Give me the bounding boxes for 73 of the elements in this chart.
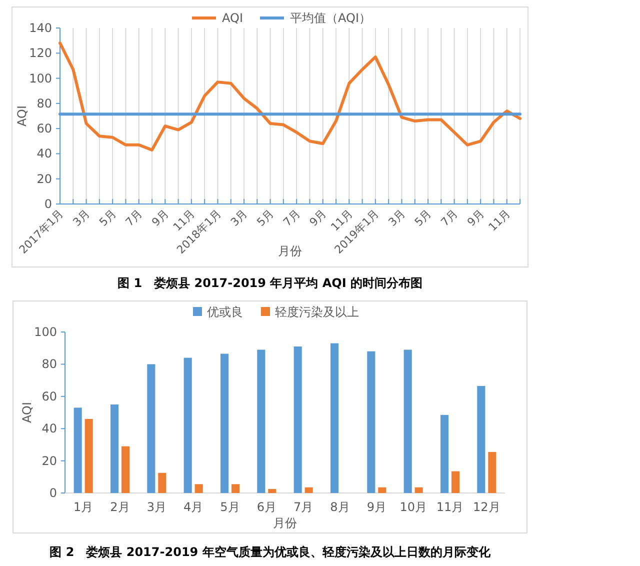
- y-tick-label: 0: [44, 197, 52, 211]
- bar: [378, 487, 386, 493]
- text: 图 1 娄烦县 2017-2019 年月平均 AQI 的时间分布图: [118, 276, 422, 290]
- x-tick-label: 5月: [254, 206, 276, 229]
- bar: [158, 472, 166, 493]
- x-tick-label: 5月: [96, 206, 119, 229]
- y-tick-label: 80: [42, 357, 57, 372]
- y-tick-label: 100: [34, 325, 57, 339]
- bar: [121, 446, 130, 493]
- x-axis-title: 月份: [278, 244, 302, 258]
- legend-label: 优或良: [207, 305, 243, 319]
- x-tick-label: 9月: [149, 206, 172, 229]
- y-tick-label: 0: [49, 486, 57, 500]
- bar: [268, 488, 276, 493]
- x-tick-label: 12月: [473, 500, 500, 514]
- x-tick-label: 7月: [280, 206, 303, 229]
- legend-label: 平均值（AQI）: [290, 11, 371, 25]
- x-tick-label: 7月: [294, 500, 314, 514]
- bar: [414, 487, 423, 493]
- bar: [147, 364, 156, 493]
- x-tick-label: 3月: [70, 206, 92, 229]
- bar: [231, 484, 240, 493]
- bar: [488, 452, 496, 493]
- y-tick-label: 80: [36, 96, 52, 110]
- legend-label: 轻度污染及以上: [275, 305, 359, 319]
- x-tick-label: 7月: [123, 206, 145, 229]
- bar: [220, 354, 229, 493]
- x-tick-label: 3月: [146, 500, 166, 514]
- text: 图 2 娄烦县 2017-2019 年空气质量为优或良、轻度污染及以上日数的月际变化: [50, 545, 492, 559]
- bar: [477, 386, 486, 493]
- bar: [74, 408, 82, 493]
- y-tick-label: 20: [36, 172, 52, 186]
- bar: [110, 404, 119, 493]
- bar: [304, 487, 313, 493]
- x-tick-label: 6月: [256, 500, 276, 514]
- y-tick-label: 40: [36, 146, 52, 161]
- bar: [194, 484, 203, 493]
- bar: [84, 418, 93, 493]
- x-tick-label: 2月: [110, 500, 130, 514]
- line-series: [58, 42, 522, 152]
- y-tick-label: 120: [29, 46, 52, 60]
- bar: [184, 358, 192, 493]
- x-tick-label: 1月: [74, 500, 94, 514]
- x-tick-label: 9月: [307, 206, 329, 229]
- y-tick-label: 100: [29, 71, 52, 86]
- x-tick-label: 7月: [438, 206, 460, 229]
- bar: [330, 343, 339, 493]
- y-tick-label: 140: [29, 21, 52, 35]
- x-tick-label: 10月: [400, 500, 427, 514]
- x-tick-label: 11月: [436, 500, 464, 514]
- bar: [257, 350, 266, 493]
- x-tick-label: 5月: [412, 206, 434, 229]
- bar: [367, 351, 376, 493]
- x-tick-label: 9月: [464, 206, 487, 229]
- x-tick-label: 9月: [366, 500, 386, 514]
- y-tick-label: 20: [42, 454, 57, 468]
- x-tick-label: 4月: [184, 500, 204, 514]
- y-tick-label: 60: [42, 389, 57, 404]
- legend-label: AQI: [222, 11, 243, 25]
- x-tick-label: 3月: [228, 206, 250, 229]
- y-axis-title: AQI: [20, 402, 34, 423]
- x-tick-label: 11月: [486, 206, 513, 234]
- x-tick-label: 8月: [330, 500, 350, 514]
- bar: [451, 471, 460, 493]
- y-tick-label: 60: [36, 122, 52, 136]
- y-axis-title: AQI: [15, 106, 29, 126]
- bar: [404, 350, 412, 493]
- x-tick-label: 3月: [386, 206, 408, 229]
- x-axis-title: 月份: [273, 516, 297, 530]
- y-tick-label: 40: [42, 422, 57, 436]
- x-tick-label: 5月: [220, 500, 240, 514]
- bar: [440, 414, 449, 493]
- bar: [294, 346, 302, 493]
